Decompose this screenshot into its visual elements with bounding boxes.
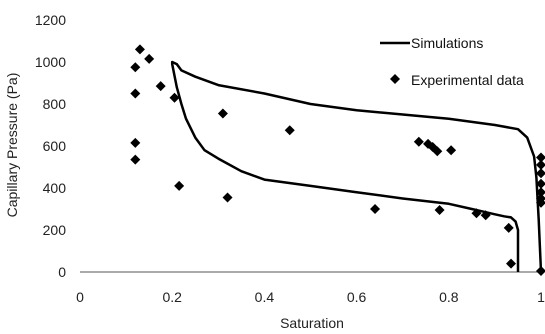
y-tick-label: 0: [58, 264, 66, 280]
data-point: [155, 81, 166, 92]
plot-area: [130, 44, 545, 276]
data-point: [480, 210, 491, 221]
y-tick-label: 800: [43, 96, 67, 112]
data-point: [434, 205, 445, 216]
y-tick-label: 400: [43, 180, 67, 196]
x-tick-labels: 0 0.2 0.4 0.6 0.8 1: [76, 289, 545, 305]
x-axis-title: Saturation: [280, 315, 344, 331]
data-point: [130, 137, 141, 148]
data-point: [144, 53, 155, 64]
data-point: [130, 88, 141, 99]
data-point: [536, 265, 545, 276]
y-tick-label: 200: [43, 222, 67, 238]
y-tick-labels: 0 200 400 600 800 1000 1200: [35, 12, 66, 280]
x-tick-label: 0.8: [439, 289, 459, 305]
y-tick-label: 600: [43, 138, 67, 154]
data-point: [169, 92, 180, 103]
simulation-line: [170, 60, 543, 273]
data-point: [536, 152, 545, 163]
data-point: [432, 146, 443, 157]
legend-diamond-swatch: [390, 74, 400, 84]
x-tick-label: 1: [537, 289, 545, 305]
y-tick-label: 1200: [35, 12, 66, 28]
x-tick-label: 0.6: [347, 289, 367, 305]
x-tick-label: 0.2: [162, 289, 182, 305]
data-point: [503, 222, 514, 233]
y-tick-label: 1000: [35, 54, 66, 70]
data-point: [536, 178, 545, 189]
data-point: [217, 108, 228, 119]
data-point: [446, 145, 457, 156]
data-point: [284, 125, 295, 136]
data-point: [506, 258, 517, 269]
legend-label-simulations: Simulations: [411, 35, 483, 51]
x-tick-label: 0.4: [255, 289, 275, 305]
data-point: [370, 204, 381, 214]
data-point: [471, 208, 482, 219]
legend-label-experimental: Experimental data: [411, 72, 524, 88]
data-point: [174, 180, 185, 191]
data-point: [536, 187, 545, 198]
data-point: [222, 192, 233, 203]
x-tick-label: 0: [76, 289, 84, 305]
data-point: [413, 136, 424, 147]
legend: Simulations Experimental data: [380, 35, 524, 88]
data-point: [536, 168, 545, 179]
data-point: [134, 44, 145, 55]
data-point: [130, 154, 141, 165]
data-point: [536, 159, 545, 170]
data-point: [130, 62, 141, 73]
y-axis-title: Capillary Pressure (Pa): [4, 73, 20, 218]
data-point: [536, 197, 545, 208]
